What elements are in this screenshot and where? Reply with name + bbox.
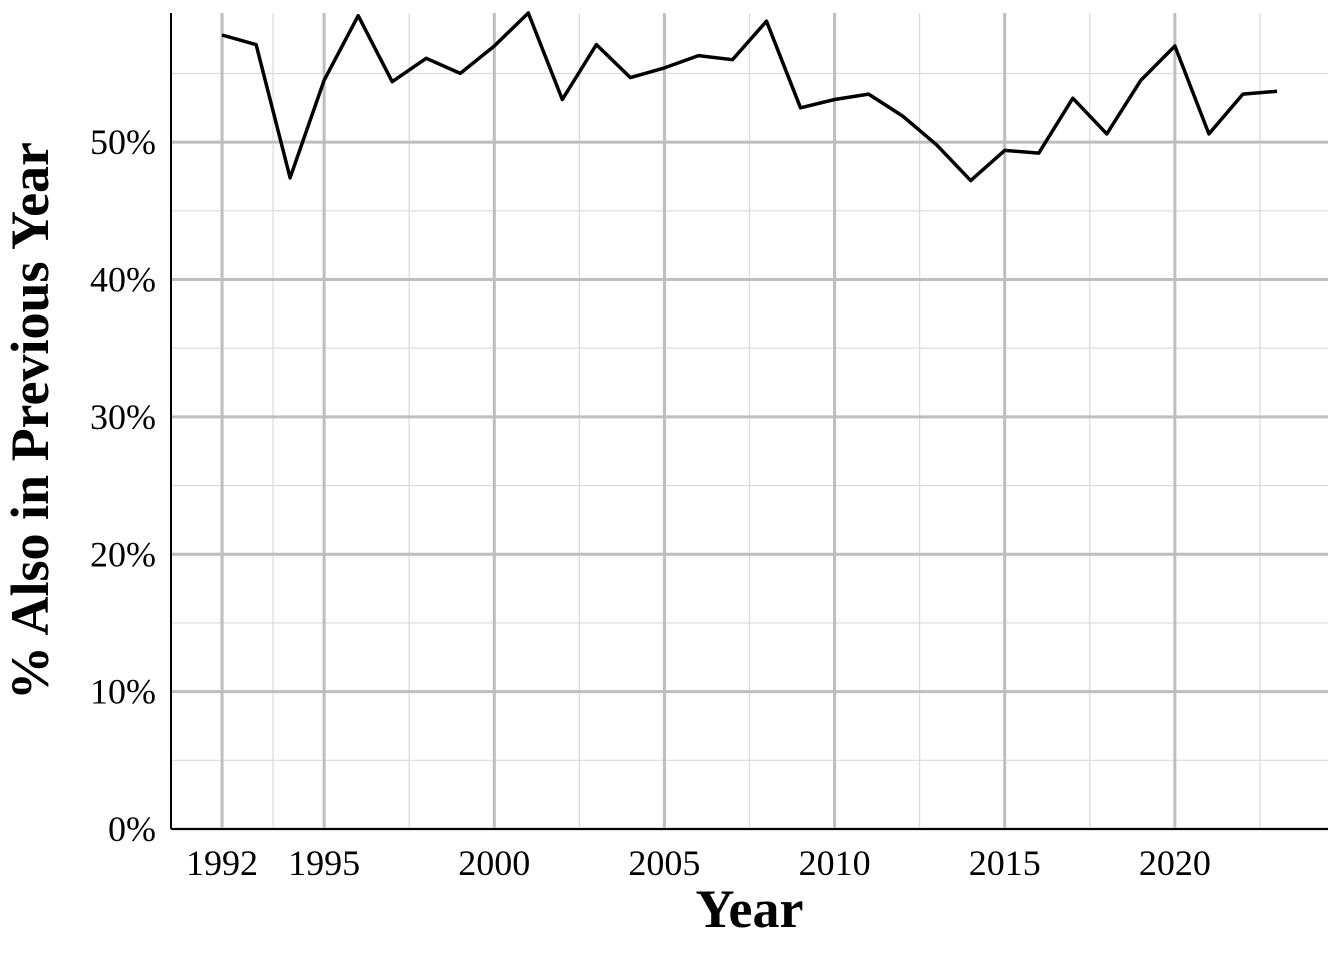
x-tick-label: 2020 [1139,843,1211,883]
series-line [221,11,1278,183]
y-tick-label: 10% [90,672,156,712]
y-tick-label: 0% [108,809,156,849]
y-tick-label: 30% [90,397,156,437]
x-tick-label: 2000 [458,843,530,883]
x-tick-label: 2005 [628,843,700,883]
y-tick-label: 40% [90,260,156,300]
y-tick-labels: 0% 10% 20% 30% 40% 50% [90,122,156,849]
series-layer [221,11,1278,183]
y-tick-label: 50% [90,122,156,162]
x-axis-title: Year [696,879,804,939]
x-tick-label: 2015 [969,843,1041,883]
x-tick-label: 1992 [186,843,258,883]
x-tick-label: 2010 [799,843,871,883]
x-tick-labels: 1992 1995 2000 2005 2010 2015 2020 [186,843,1211,883]
minor-gridlines [171,13,1328,829]
y-tick-label: 20% [90,534,156,574]
x-tick-label: 1995 [288,843,360,883]
axes [170,13,1328,830]
y-axis-title: % Also in Previous Year [0,142,60,700]
